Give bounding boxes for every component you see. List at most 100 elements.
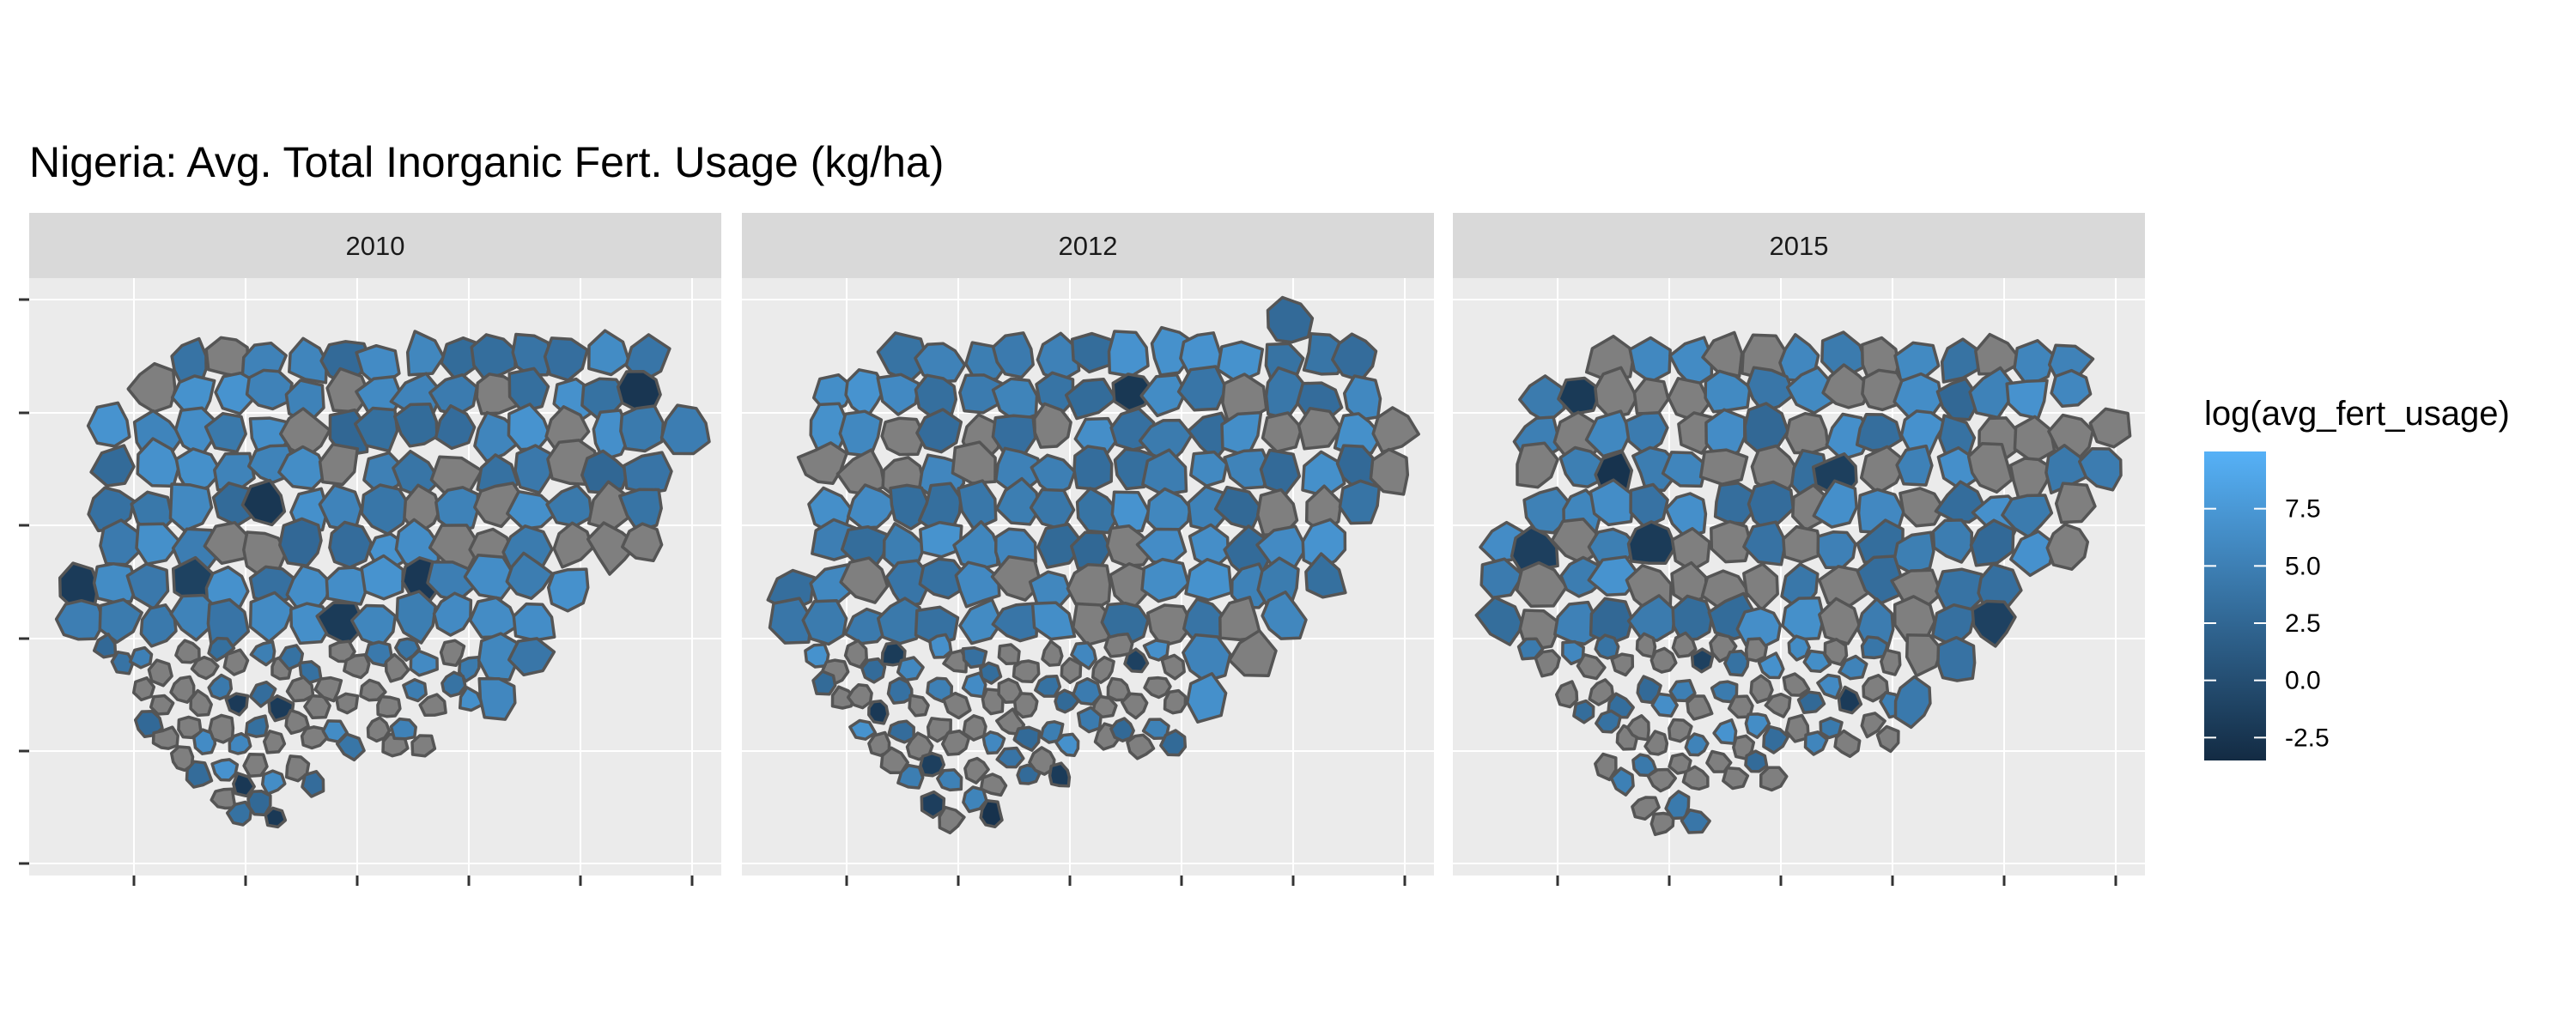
lga-region (848, 718, 878, 741)
lga-region (1646, 767, 1678, 793)
lga-region (580, 449, 630, 494)
lga-region (477, 677, 517, 721)
lga-region (552, 521, 595, 569)
lga-region (1054, 732, 1080, 757)
lga-region (839, 556, 890, 604)
lga-region (1893, 675, 1932, 730)
lga-region (954, 560, 1001, 609)
lga-region (796, 441, 848, 485)
lga-region (207, 673, 234, 700)
lga-region (1968, 366, 2015, 420)
lga-region (225, 800, 253, 827)
lga-region (402, 677, 428, 703)
lga-region (1076, 706, 1103, 734)
lga-region (1510, 525, 1559, 574)
lga-region (473, 482, 526, 529)
lga-region (147, 658, 173, 688)
lga-region (997, 677, 1023, 705)
lga-region (1139, 373, 1188, 418)
lga-region (1704, 369, 1752, 414)
legend-colorbar (2204, 451, 2266, 760)
lga-region (886, 676, 914, 705)
lga-region (473, 410, 518, 463)
lga-region (1936, 635, 1977, 682)
lga-region (801, 599, 848, 646)
lga-region (1744, 712, 1771, 739)
lga-region (1625, 714, 1650, 742)
lga-region (1554, 680, 1579, 709)
lga-region (278, 517, 323, 567)
legend-tick-label: 0.0 (2285, 667, 2321, 695)
lga-region (389, 717, 417, 741)
lga-region (1103, 632, 1134, 658)
lga-region (1032, 402, 1072, 449)
lga-region (174, 639, 201, 664)
lga-region (318, 442, 360, 487)
lga-region (185, 760, 214, 789)
lga-region (919, 751, 946, 778)
lga-region (1064, 378, 1118, 421)
lga-region (98, 597, 143, 644)
lga-region (1331, 332, 1378, 383)
lga-region (149, 694, 175, 716)
lga-region (428, 373, 479, 416)
lga-region (2005, 379, 2049, 421)
lga-region (2009, 530, 2057, 578)
legend-ticks: 7.5 5.0 2.5 0.0 -2.5 (2204, 495, 2330, 752)
lga-region (1091, 655, 1115, 684)
lga-region (277, 644, 305, 671)
lga-region (384, 652, 410, 683)
lga-region (1106, 676, 1131, 702)
facet-panel-2012: 2012 (742, 213, 1434, 886)
lga-region (131, 676, 156, 702)
lga-region (2045, 523, 2090, 571)
lga-region (1228, 628, 1278, 677)
lga-region (920, 790, 946, 820)
legend-title: log(avg_fert_usage) (2204, 395, 2510, 433)
lga-region (1931, 518, 1974, 564)
lga-region (1837, 685, 1863, 715)
lga-region (1722, 766, 1750, 791)
lga-region (1899, 487, 1945, 528)
lga-region (151, 725, 179, 750)
lga-region (1143, 676, 1172, 700)
lga-region (313, 676, 343, 703)
lga-region (240, 478, 287, 527)
facet-strip (742, 213, 1434, 278)
lga-region (512, 602, 556, 642)
lga-region (1757, 651, 1785, 680)
lga-region (1631, 796, 1661, 821)
lga-region (1680, 808, 1711, 834)
lga-region (1671, 631, 1698, 658)
lga-region (1744, 637, 1768, 663)
facet-label: 2012 (1059, 231, 1118, 261)
lga-region (905, 731, 934, 761)
lga-region (1823, 638, 1849, 666)
lga-region (889, 483, 930, 530)
lga-region (1534, 649, 1561, 678)
lga-region (335, 692, 360, 715)
lga-region (169, 675, 196, 704)
lga-region (981, 730, 1006, 755)
lga-region (210, 787, 237, 810)
lga-region (204, 411, 247, 454)
lga-region (1070, 641, 1097, 670)
lga-region (1686, 694, 1714, 721)
lga-region (1012, 659, 1041, 683)
lga-region (1516, 637, 1545, 661)
lga-region (1816, 530, 1857, 570)
lga-region (1668, 718, 1693, 743)
lga-region (995, 476, 1042, 526)
lga-region (1735, 606, 1783, 648)
lga-region (1690, 647, 1715, 674)
lga-region (133, 709, 164, 739)
facet-panels: 2010 2012 2015 (19, 213, 2145, 886)
lga-region (860, 657, 887, 684)
lga-region (1744, 749, 1769, 773)
lga-region (1781, 596, 1826, 641)
lga-region (1474, 596, 1525, 646)
lga-region (190, 655, 220, 681)
lga-region (440, 670, 467, 698)
lga-region (1594, 752, 1618, 782)
lga-region (245, 368, 294, 411)
